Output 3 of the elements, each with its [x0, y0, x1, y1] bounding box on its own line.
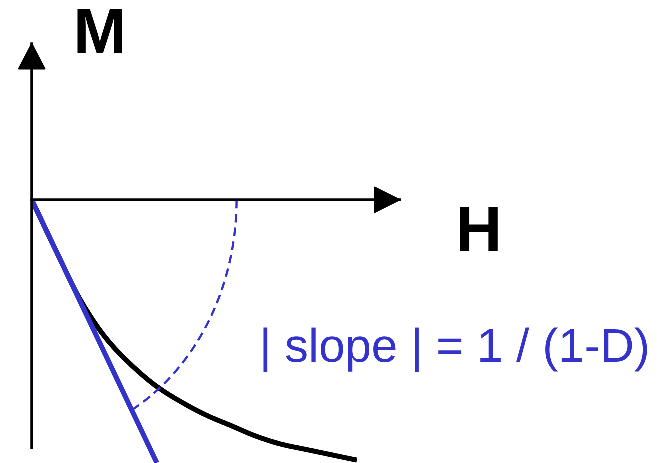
- y-axis-title: M: [78, 9, 122, 53]
- x-axis-title: H: [460, 207, 498, 252]
- annotation: | slope | = 1 / (1-D): [264, 328, 648, 372]
